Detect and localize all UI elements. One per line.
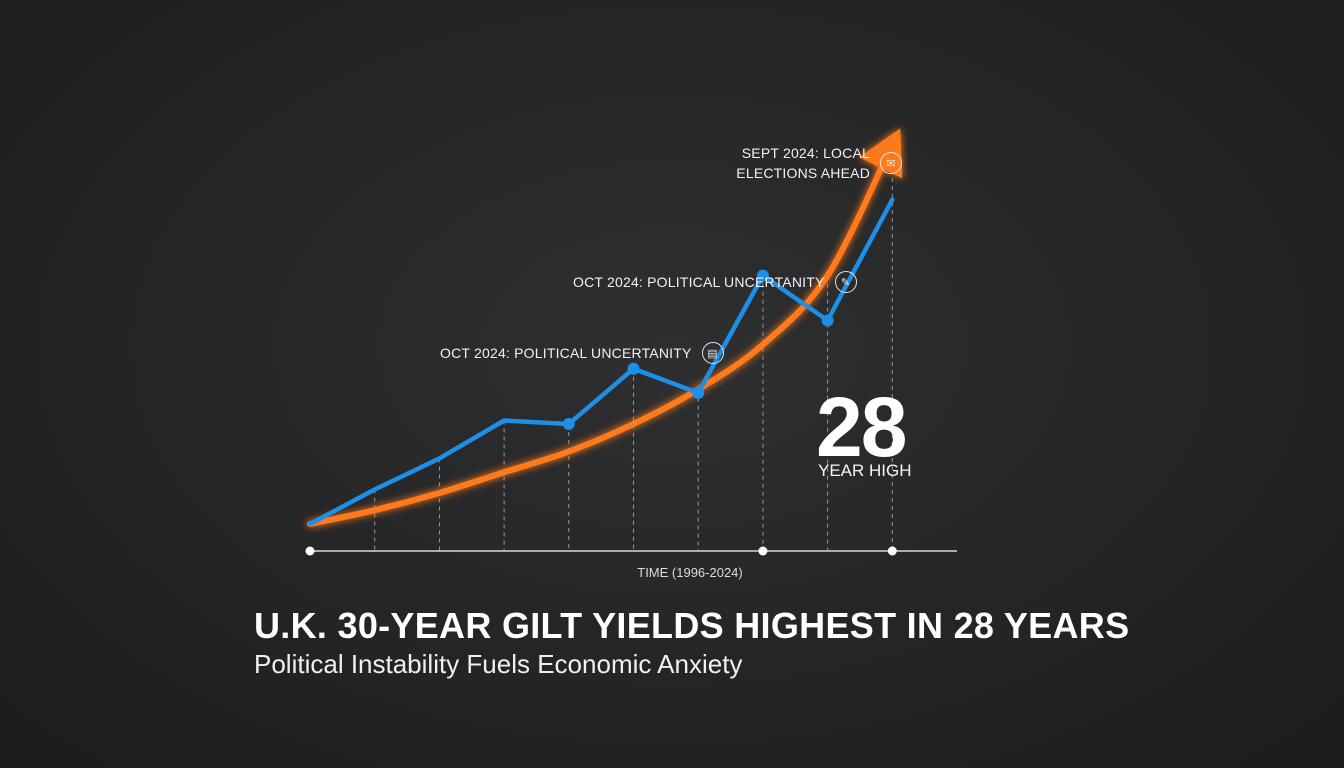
ballot-icon: ✉ [880,152,902,174]
annotation-local-elections: SEPT 2024: LOCAL ELECTIONS AHEAD ✉ [720,143,902,183]
calendar-icon: ▤ [701,342,724,364]
highlight-number: 28 [816,380,907,474]
annotation-label: SEPT 2024: LOCAL ELECTIONS AHEAD [736,145,870,181]
annotation-political-uncertainty-2: OCT 2024: POLITICAL UNCERTANITY ✎ [573,271,857,293]
chart-title: U.K. 30-YEAR GILT YIELDS HIGHEST IN 28 Y… [254,605,1130,646]
x-axis-marker [887,546,897,556]
series-point-blue [562,417,575,430]
series-point-blue [756,269,769,282]
x-axis-marker [305,546,315,556]
x-axis-markers [305,546,897,556]
highlight-label: YEAR HIGH [818,461,912,480]
series-line-orange [307,141,896,527]
series-point-blue [692,386,705,399]
chart-subtitle: Political Instability Fuels Economic Anx… [254,649,743,679]
annotation-label: OCT 2024: POLITICAL UNCERTANITY [573,274,825,290]
x-axis-label: TIME (1996-2024) [637,565,743,580]
pen-icon: ✎ [834,271,857,293]
guide-lines [374,170,893,551]
annotation-political-uncertainty-1: OCT 2024: POLITICAL UNCERTANITY ▤ [440,342,724,364]
series-point-blue [627,362,640,375]
x-axis-marker [758,546,768,556]
series-line-blue [307,197,895,527]
annotation-label: OCT 2024: POLITICAL UNCERTANITY [440,345,692,361]
series-point-blue [821,314,834,327]
